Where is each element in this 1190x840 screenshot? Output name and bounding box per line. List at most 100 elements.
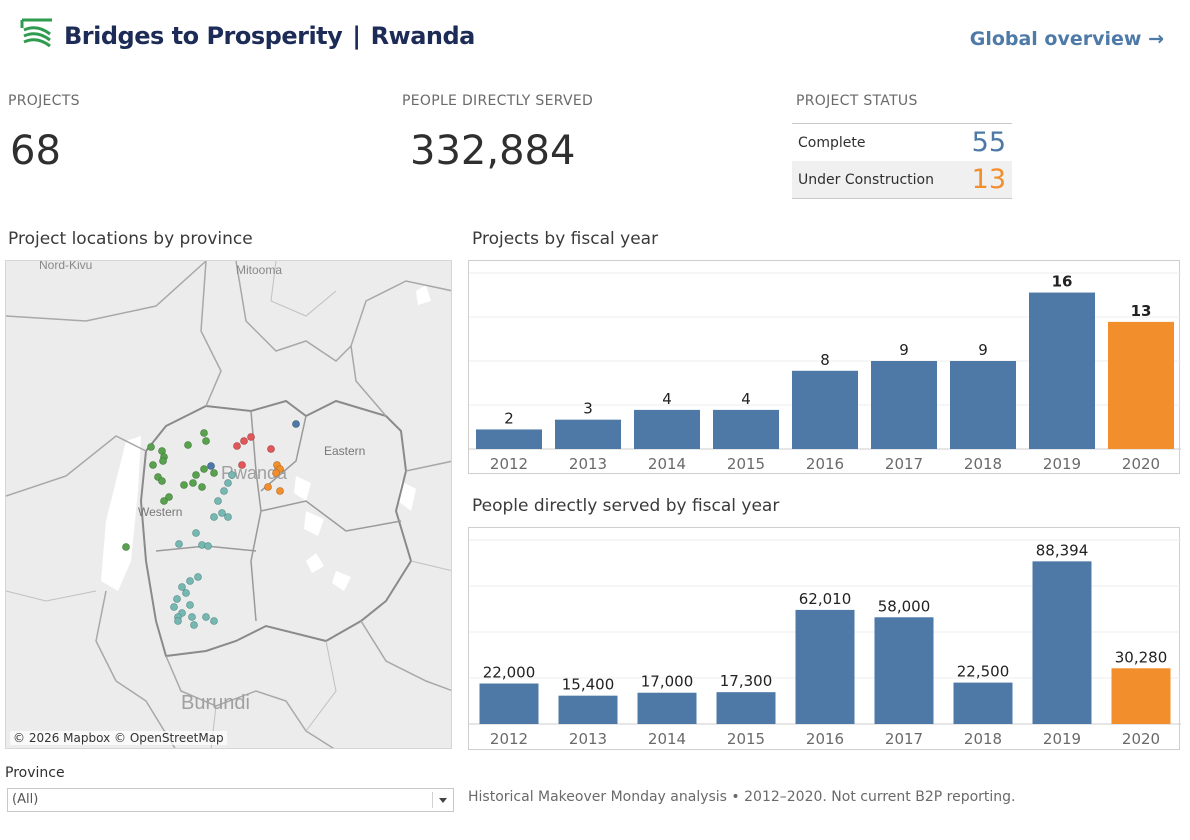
bar-2018[interactable] [953, 682, 1013, 724]
province-select[interactable]: (All) [7, 788, 454, 812]
project-dot[interactable] [122, 543, 130, 551]
bar-2015[interactable] [716, 692, 776, 724]
bar-2017[interactable] [874, 617, 934, 724]
project-dot[interactable] [192, 471, 200, 479]
project-dot[interactable] [267, 445, 275, 453]
project-dot[interactable] [200, 465, 208, 473]
project-dot[interactable] [147, 443, 155, 451]
bar-2020[interactable] [1108, 321, 1174, 449]
project-dot[interactable] [202, 437, 210, 445]
project-dot[interactable] [214, 497, 222, 505]
project-dot[interactable] [238, 461, 246, 469]
bar-2014[interactable] [634, 409, 700, 449]
project-dot[interactable] [228, 471, 236, 479]
bar-2012[interactable] [476, 429, 542, 449]
project-dot[interactable] [202, 613, 210, 621]
project-dot[interactable] [198, 483, 206, 491]
status-count: 55 [971, 127, 1006, 158]
project-dot[interactable] [292, 420, 300, 428]
people-chart-title: People directly served by fiscal year [472, 496, 780, 516]
project-dot[interactable] [188, 613, 196, 621]
region-line [95, 590, 176, 748]
map-label-nord-kivu: Nord-Kivu [39, 261, 92, 272]
project-dot[interactable] [210, 617, 218, 625]
project-dot[interactable] [182, 589, 190, 597]
bar-2019[interactable] [1029, 292, 1095, 449]
project-dot[interactable] [174, 617, 182, 625]
region-line [6, 435, 147, 497]
bar-2020[interactable] [1111, 668, 1171, 724]
global-overview-link[interactable]: Global overview → [969, 28, 1164, 50]
project-dot[interactable] [240, 437, 248, 445]
project-dot[interactable] [173, 595, 181, 603]
project-dots[interactable] [122, 420, 300, 629]
bar-2014[interactable] [637, 692, 697, 724]
bar-2018[interactable] [950, 361, 1016, 449]
lake-shape [416, 285, 431, 305]
project-dot[interactable] [189, 479, 197, 487]
project-dot[interactable] [218, 509, 226, 517]
project-dot[interactable] [158, 477, 166, 485]
lake-shape [294, 476, 311, 501]
project-dot[interactable] [233, 442, 241, 450]
project-dot[interactable] [190, 621, 198, 629]
project-dot[interactable] [247, 433, 255, 441]
project-dot[interactable] [200, 429, 208, 437]
project-dot[interactable] [194, 573, 202, 581]
data-label: 62,010 [799, 590, 852, 608]
projects-chart-svg: 2 2012 3 2013 4 2014 4 2015 8 2016 9 2017 9 2018 16 201… [469, 272, 1181, 473]
map-label-rwanda: Rwanda [221, 463, 288, 483]
bar-2012[interactable] [479, 683, 539, 724]
project-dot[interactable] [210, 469, 218, 477]
data-label: 88,394 [1036, 541, 1089, 559]
project-dot[interactable] [272, 469, 280, 477]
project-dot[interactable] [165, 493, 173, 501]
project-dot[interactable] [159, 457, 167, 465]
project-dot[interactable] [180, 481, 188, 489]
header: Bridges to Prosperity | Rwanda Global over… [0, 0, 1190, 80]
bar-2013[interactable] [555, 419, 621, 449]
project-dot[interactable] [175, 540, 183, 548]
project-dot[interactable] [204, 542, 212, 550]
project-dot[interactable] [149, 461, 157, 469]
x-tick-label: 2018 [964, 730, 1002, 748]
bar-2013[interactable] [558, 695, 618, 724]
project-dot[interactable] [160, 497, 168, 505]
project-dot[interactable] [220, 487, 228, 495]
brand-separator: | [352, 22, 361, 50]
province-filter-label: Province [5, 765, 65, 781]
b2p-logo-icon [20, 18, 52, 48]
x-tick-label: 2017 [885, 455, 923, 473]
project-dot[interactable] [186, 577, 194, 585]
project-map[interactable]: Nord-Kivu Mitooma Rwanda Eastern Western… [5, 260, 452, 749]
project-dot[interactable] [264, 483, 272, 491]
data-label: 22,000 [483, 664, 536, 682]
project-dot[interactable] [178, 583, 186, 591]
select-divider [432, 792, 433, 808]
status-count: 13 [971, 164, 1006, 195]
data-label: 3 [583, 400, 593, 418]
bar-2017[interactable] [871, 361, 937, 449]
project-dot[interactable] [192, 529, 200, 537]
data-label: 30,280 [1115, 648, 1168, 666]
bar-2019[interactable] [1032, 561, 1092, 724]
project-dot[interactable] [186, 601, 194, 609]
data-label: 8 [820, 351, 830, 369]
project-dot[interactable] [210, 513, 218, 521]
project-dot[interactable] [184, 441, 192, 449]
brand-title: Bridges to Prosperity | Rwanda [64, 22, 475, 50]
bar-2015[interactable] [713, 409, 779, 449]
project-dot[interactable] [224, 479, 232, 487]
project-dot[interactable] [207, 462, 215, 470]
map-title: Project locations by province [8, 229, 253, 249]
project-dot[interactable] [276, 487, 284, 495]
region-line [6, 590, 97, 602]
projects-label: PROJECTS [8, 93, 80, 109]
project-dot[interactable] [224, 513, 232, 521]
rwanda-border [139, 399, 413, 658]
bar-2016[interactable] [792, 370, 858, 449]
region-line [6, 261, 207, 322]
bar-2016[interactable] [795, 609, 855, 724]
chevron-down-icon[interactable] [439, 798, 447, 803]
project-dot[interactable] [170, 603, 178, 611]
